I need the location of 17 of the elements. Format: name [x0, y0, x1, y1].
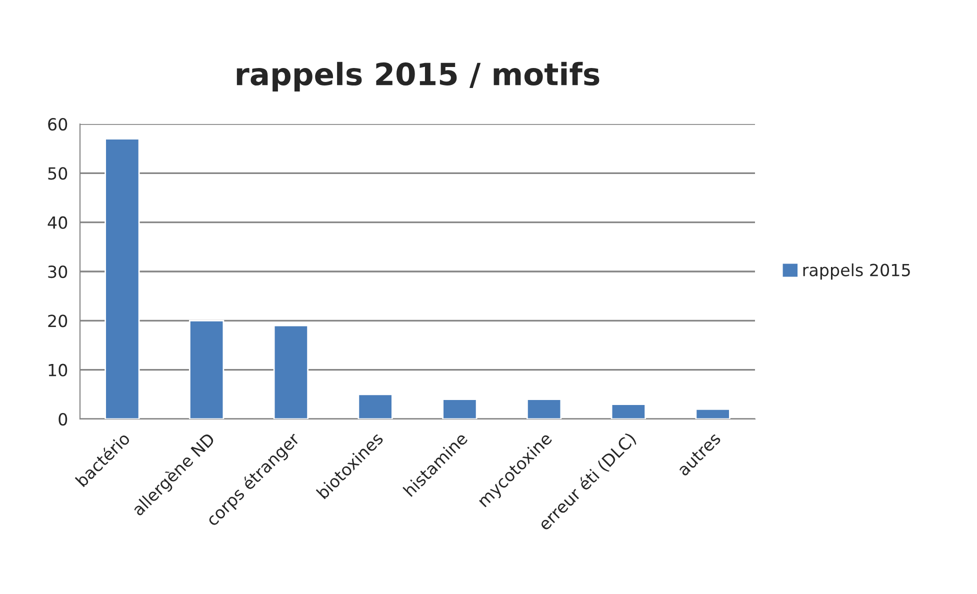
bar — [695, 408, 730, 419]
y-tick-label: 20 — [48, 314, 68, 328]
y-tick-label: 30 — [48, 265, 68, 278]
bar — [610, 404, 646, 419]
y-tick-label: 10 — [48, 364, 68, 376]
y-tick-label: 60 — [48, 118, 68, 131]
bar — [273, 324, 309, 419]
chart-title: rappels 2015 / motifs — [236, 62, 600, 92]
bar — [104, 138, 140, 419]
legend-label: rappels 2015 — [803, 263, 910, 280]
bar — [188, 320, 224, 419]
y-tick-label: 0 — [58, 412, 68, 426]
bar — [358, 394, 393, 419]
bar — [526, 398, 562, 419]
bar — [442, 398, 478, 419]
y-tick-label: 40 — [48, 216, 68, 229]
y-tick-label: 50 — [48, 167, 68, 180]
